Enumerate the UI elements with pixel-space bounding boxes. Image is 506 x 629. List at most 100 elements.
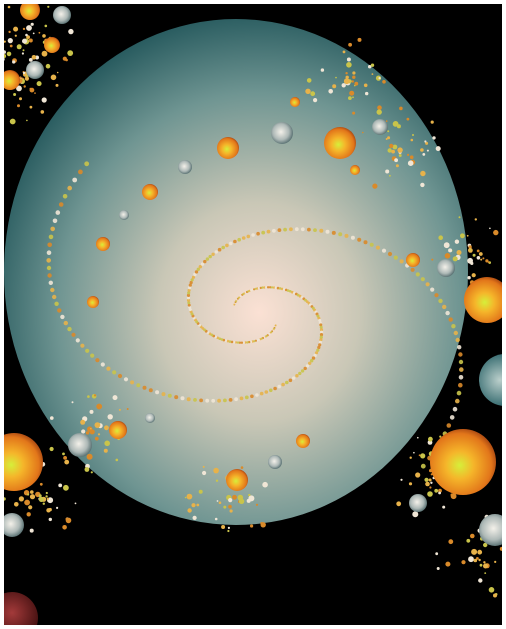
filigree-bead bbox=[26, 119, 28, 122]
bead bbox=[193, 272, 197, 277]
filigree-bead bbox=[22, 71, 26, 75]
filigree-bead bbox=[38, 496, 45, 502]
filigree-bead bbox=[16, 44, 22, 50]
bead bbox=[265, 286, 268, 289]
filigree-bead bbox=[215, 479, 219, 482]
bead bbox=[319, 323, 323, 327]
filigree-bead bbox=[202, 470, 207, 476]
bead bbox=[430, 287, 435, 292]
pearl-sphere bbox=[268, 455, 282, 469]
filigree-bead bbox=[438, 488, 442, 493]
filigree-bead bbox=[348, 80, 351, 82]
filigree-bead bbox=[310, 91, 316, 97]
filigree-bead bbox=[104, 440, 110, 447]
filigree-bead bbox=[328, 89, 334, 94]
bead bbox=[224, 339, 228, 342]
filigree-bead bbox=[412, 134, 414, 136]
filigree-bead bbox=[45, 63, 51, 69]
filigree-bead bbox=[426, 149, 429, 152]
filigree-bead bbox=[107, 414, 113, 420]
filigree-bead bbox=[29, 494, 36, 500]
bead bbox=[458, 352, 463, 357]
filigree-bead bbox=[74, 502, 77, 505]
orange-sphere bbox=[109, 421, 127, 439]
filigree-bead bbox=[232, 494, 237, 500]
filigree-bead bbox=[36, 81, 42, 87]
orange-sphere bbox=[142, 184, 158, 200]
filigree-bead bbox=[345, 75, 349, 80]
filigree-bead bbox=[376, 109, 382, 115]
filigree-bead bbox=[47, 5, 50, 8]
filigree-bead bbox=[46, 508, 51, 513]
filigree-bead bbox=[342, 50, 346, 54]
bead bbox=[52, 294, 57, 300]
bead bbox=[319, 333, 324, 337]
filigree-bead bbox=[468, 245, 472, 249]
filigree-bead bbox=[126, 408, 129, 410]
filigree-bead bbox=[50, 416, 54, 420]
bead bbox=[266, 229, 271, 234]
bead bbox=[375, 245, 380, 250]
bead bbox=[280, 287, 284, 291]
bead bbox=[350, 235, 355, 240]
bead bbox=[288, 378, 293, 383]
filigree-bead bbox=[435, 146, 441, 152]
bead bbox=[320, 330, 324, 334]
filigree-bead bbox=[428, 436, 433, 442]
filigree-bead bbox=[430, 120, 434, 124]
bead bbox=[85, 348, 90, 353]
bead bbox=[228, 340, 232, 343]
filigree-bead bbox=[341, 83, 346, 88]
filigree-bead bbox=[466, 538, 471, 543]
bead bbox=[161, 392, 166, 397]
bead bbox=[274, 286, 278, 290]
filigree-bead bbox=[392, 121, 399, 127]
bead bbox=[319, 325, 323, 329]
filigree-bead bbox=[434, 488, 439, 493]
filigree-bead bbox=[93, 394, 97, 397]
bead bbox=[244, 395, 249, 400]
filigree-bead bbox=[480, 258, 483, 261]
filigree-bead bbox=[26, 512, 31, 517]
filigree-bead bbox=[354, 81, 359, 86]
bead bbox=[48, 280, 53, 285]
filigree-bead bbox=[372, 183, 378, 189]
filigree-bead bbox=[370, 63, 375, 67]
filigree-bead bbox=[473, 558, 478, 563]
filigree-bead bbox=[410, 138, 414, 142]
bead bbox=[307, 227, 311, 232]
filigree-bead bbox=[422, 153, 426, 156]
filigree-bead bbox=[45, 495, 48, 498]
bead bbox=[226, 339, 230, 343]
bead bbox=[415, 272, 420, 277]
bead bbox=[198, 265, 202, 269]
bead bbox=[442, 304, 447, 310]
filigree-bead bbox=[67, 50, 74, 56]
bead bbox=[50, 226, 55, 232]
filigree-bead bbox=[186, 493, 193, 500]
filigree-bead bbox=[13, 26, 19, 32]
pearl-sphere bbox=[479, 514, 502, 546]
filigree-bead bbox=[458, 216, 461, 219]
filigree-bead bbox=[392, 144, 398, 150]
bead bbox=[313, 228, 317, 233]
bead bbox=[50, 287, 55, 293]
bead bbox=[228, 398, 233, 402]
teal-sphere bbox=[479, 354, 502, 406]
filigree-bead bbox=[483, 563, 488, 569]
bead bbox=[193, 398, 197, 402]
bead bbox=[458, 359, 464, 365]
bead bbox=[251, 233, 255, 237]
filigree-bead bbox=[4, 50, 6, 54]
filigree-bead bbox=[62, 452, 65, 456]
filigree-bead bbox=[8, 30, 11, 34]
filigree-bead bbox=[493, 229, 499, 236]
bead bbox=[230, 340, 234, 344]
filigree-bead bbox=[240, 466, 244, 469]
filigree-bead bbox=[4, 40, 6, 43]
filigree-bead bbox=[394, 158, 398, 163]
filigree-bead bbox=[6, 51, 12, 57]
filigree-bead bbox=[71, 401, 74, 404]
